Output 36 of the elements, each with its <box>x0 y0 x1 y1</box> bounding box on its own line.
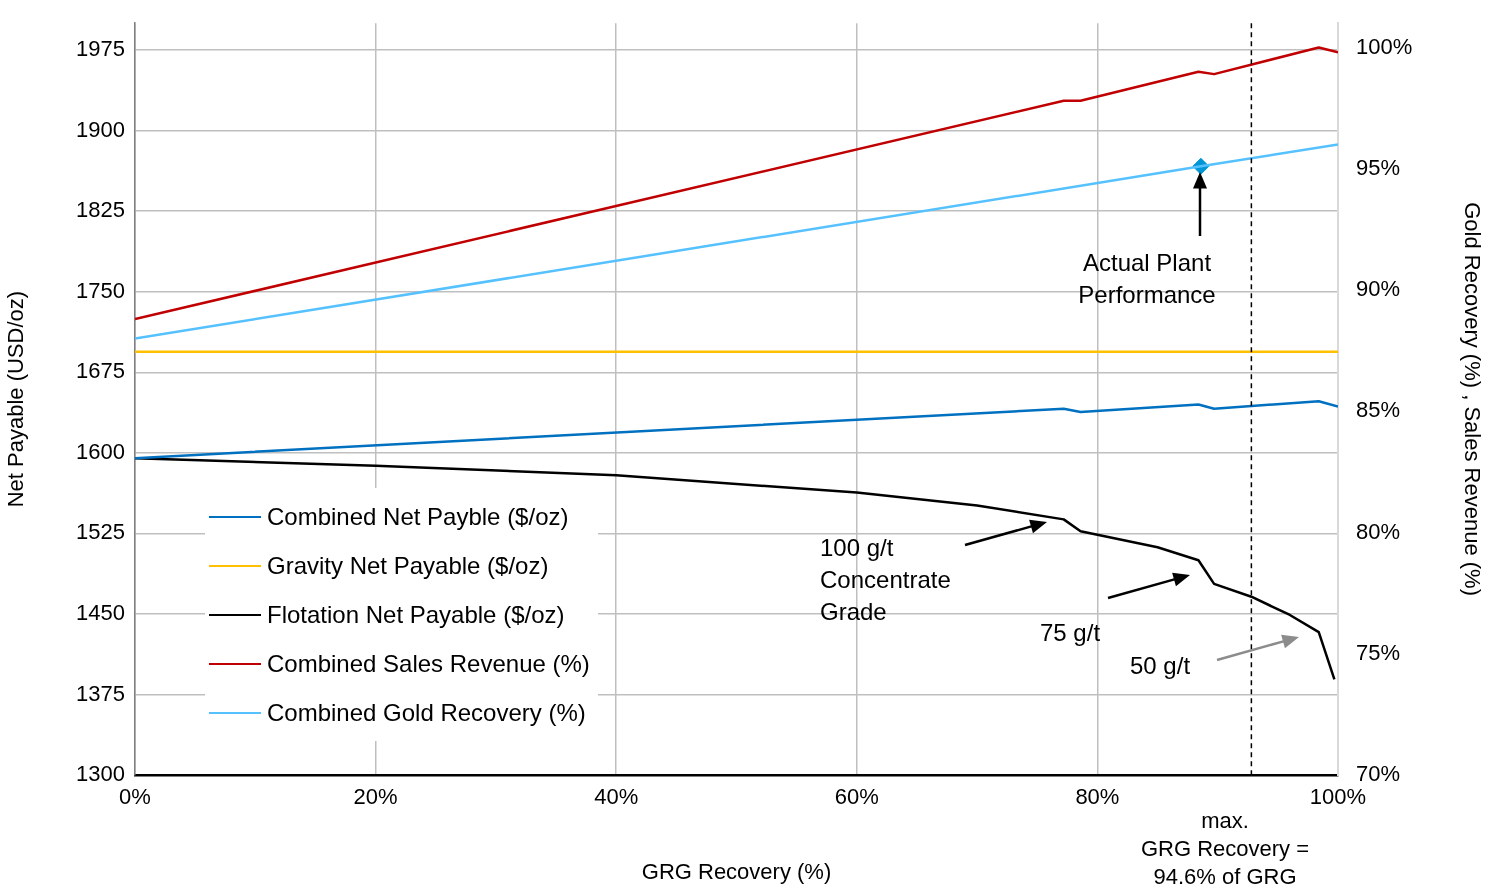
y-tick-label: 1300 <box>76 761 125 787</box>
x-tick-label: 20% <box>353 784 398 810</box>
y2-tick-label: 70% <box>1356 761 1401 787</box>
legend-label: Flotation Net Payable ($/oz) <box>267 600 565 629</box>
y-tick-label: 1750 <box>76 277 125 303</box>
y2-tick-label: 90% <box>1356 276 1401 302</box>
y-tick-label: 1375 <box>76 680 125 706</box>
annotation: Actual Plant Performance <box>1078 248 1216 308</box>
legend-label: Combined Sales Revenue (%) <box>267 649 590 678</box>
y2-tick-label: 80% <box>1356 518 1401 544</box>
annotation: 100 g/t Concentrate Grade <box>820 533 951 625</box>
y-tick-label: 1975 <box>76 36 125 62</box>
x-tick-label: 80% <box>1075 784 1120 810</box>
y-tick-label: 1600 <box>76 438 125 464</box>
x-tick-label: 100% <box>1309 784 1367 810</box>
legend-label: Combined Gold Recovery (%) <box>267 698 586 727</box>
x-tick-label: 0% <box>119 784 151 810</box>
legend-label: Gravity Net Payable ($/oz) <box>267 551 549 580</box>
legend-label: Combined Net Payble ($/oz) <box>267 502 569 531</box>
y-tick-label: 1525 <box>76 519 125 545</box>
y-axis-title: Net Payable (USD/oz) <box>3 290 29 508</box>
text: max. GRG Recovery = 94.6% of GRG <box>1140 808 1310 890</box>
y2-axis-title: Gold Recovery (%) , Sales Revenue (%) <box>1459 202 1485 596</box>
y2-tick-label: 75% <box>1356 639 1401 665</box>
x-tick-label: 60% <box>834 784 879 810</box>
y-tick-label: 1900 <box>76 116 125 142</box>
annotation: 50 g/t <box>1130 651 1191 679</box>
y2-tick-label: 100% <box>1356 33 1413 59</box>
y-tick-label: 1450 <box>76 599 125 625</box>
x-axis-title: GRG Recovery (%) <box>641 858 832 884</box>
y-tick-label: 1825 <box>76 197 125 223</box>
y-tick-label: 1675 <box>76 358 125 384</box>
annotation: 75 g/t <box>1040 618 1101 646</box>
x-tick-label: 40% <box>594 784 639 810</box>
y2-tick-label: 95% <box>1356 154 1401 180</box>
y2-tick-label: 85% <box>1356 397 1401 423</box>
